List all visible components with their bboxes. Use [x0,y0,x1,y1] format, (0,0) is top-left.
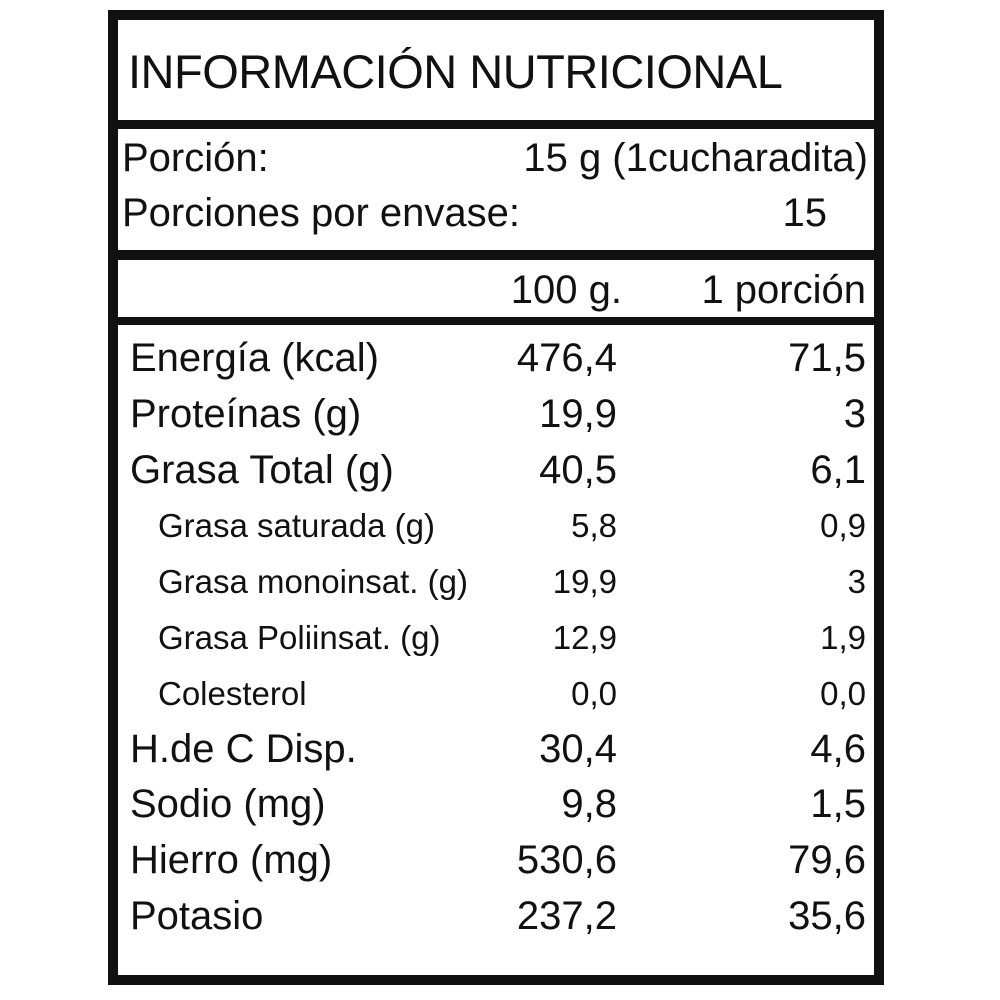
serving-label: Porciones por envase: [122,191,521,235]
value-portion: 0,0 [820,674,866,712]
value-100g: 40,5 [539,447,617,492]
nutrient-name: Colesterol [158,674,307,712]
title: INFORMACIÓN NUTRICIONAL [128,45,783,98]
nutrient-name: Proteínas (g) [130,391,362,436]
nutrient-name: Hierro (mg) [130,838,333,883]
value-portion: 1,9 [820,619,866,656]
separator [108,317,884,325]
nutrient-name: Grasa monoinsat. (g) [158,563,468,601]
value-portion: 4,6 [810,726,866,771]
value-portion: 6,1 [810,447,866,492]
value-100g: 19,9 [552,563,617,601]
serving-label: Porción: [122,136,269,180]
serving-value: 15 g (1cucharadita) [523,136,868,180]
value-100g: 9,8 [561,782,617,827]
value-100g: 530,6 [516,838,617,883]
value-portion: 79,6 [788,838,866,883]
nutrient-name: H.de C Disp. [130,726,357,771]
value-portion: 1,5 [810,782,866,827]
nutrient-name: Potasio [130,894,264,938]
value-100g: 19,9 [539,391,617,436]
value-100g: 30,4 [539,726,617,771]
value-portion: 3 [847,563,866,601]
nutrient-name: Grasa Total (g) [130,447,394,492]
serving-value: 15 [782,191,828,235]
value-portion: 71,5 [788,336,866,380]
value-100g: 0,0 [571,674,617,712]
nutrient-name: Sodio (mg) [130,782,326,827]
value-100g: 12,9 [552,619,617,656]
value-portion: 0,9 [820,507,866,545]
value-100g: 237,2 [516,894,617,938]
nutrient-name: Grasa saturada (g) [158,507,435,545]
separator [108,120,884,129]
separator [108,250,884,260]
column-header: 1 porción [701,268,866,312]
value-100g: 476,4 [516,336,617,380]
value-portion: 35,6 [788,894,866,938]
nutrient-name: Energía (kcal) [130,336,379,380]
column-header: 100 g. [510,268,622,312]
label-frame [108,10,884,985]
nutrient-name: Grasa Poliinsat. (g) [158,619,441,656]
value-100g: 5,8 [571,507,617,545]
value-portion: 3 [843,391,866,436]
